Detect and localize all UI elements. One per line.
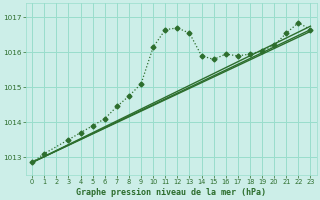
X-axis label: Graphe pression niveau de la mer (hPa): Graphe pression niveau de la mer (hPa) (76, 188, 266, 197)
